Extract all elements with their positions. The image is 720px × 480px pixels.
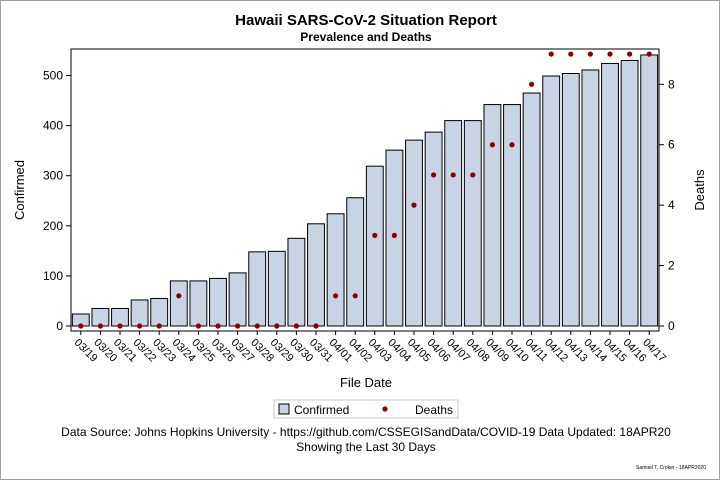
footnote-line-2: Showing the Last 30 Days	[296, 440, 435, 454]
marker-deaths	[587, 51, 594, 57]
bar-confirmed	[483, 104, 502, 327]
bar-confirmed	[561, 73, 580, 327]
bar-confirmed	[130, 299, 149, 327]
bar-confirmed	[365, 165, 384, 327]
marker-deaths	[431, 172, 437, 178]
y2-tick-label: 2	[668, 259, 675, 273]
bar-confirmed	[150, 297, 169, 327]
marker-deaths	[568, 51, 574, 57]
y2-tick-label: 8	[668, 77, 675, 91]
marker-deaths	[411, 202, 417, 208]
marker-deaths	[215, 323, 221, 329]
bar-confirmed	[463, 120, 482, 327]
marker-deaths	[313, 323, 319, 329]
marker-deaths	[274, 323, 280, 329]
bar-confirmed	[640, 54, 659, 327]
marker-deaths	[509, 142, 515, 148]
y-axis-label: Confirmed	[12, 160, 27, 220]
bar-confirmed	[601, 62, 619, 327]
bar-confirmed	[444, 120, 463, 327]
marker-deaths	[646, 51, 652, 57]
bar-confirmed	[111, 307, 129, 327]
marker-deaths	[195, 323, 201, 329]
legend-deaths-marker	[382, 406, 388, 412]
marker-deaths	[352, 293, 358, 299]
y-tick-label: 100	[43, 269, 63, 283]
marker-deaths	[97, 323, 103, 329]
bar-confirmed	[307, 223, 325, 327]
credit-text: Samuel T. Croker - 18APR2020	[636, 465, 706, 471]
marker-deaths	[156, 323, 162, 329]
y-tick-label: 300	[43, 169, 63, 183]
bar-confirmed	[522, 92, 541, 327]
bar-confirmed	[169, 280, 188, 327]
marker-deaths	[137, 323, 143, 329]
bar-confirmed	[620, 59, 639, 327]
y2-axis-label: Deaths	[692, 169, 707, 211]
marker-deaths	[529, 81, 535, 87]
marker-deaths	[176, 293, 182, 299]
x-axis-label: File Date	[340, 375, 392, 390]
plot-area	[70, 48, 660, 332]
marker-deaths	[391, 232, 397, 238]
legend-confirmed-label: Confirmed	[294, 403, 349, 417]
y2-tick-label: 6	[668, 138, 675, 152]
bar-confirmed	[542, 75, 561, 327]
bar-confirmed	[228, 272, 247, 327]
y-tick-label: 500	[43, 69, 63, 83]
bar-confirmed	[346, 197, 365, 327]
chart-title: Hawaii SARS-CoV-2 Situation Report	[235, 12, 497, 29]
bar-confirmed	[385, 149, 404, 327]
bar-confirmed	[581, 69, 600, 327]
marker-deaths	[293, 323, 299, 329]
y-tick-label: 200	[43, 219, 63, 233]
legend-deaths-label: Deaths	[415, 403, 453, 417]
marker-deaths	[254, 323, 260, 329]
marker-deaths	[627, 51, 633, 57]
y2-tick-label: 0	[668, 319, 675, 333]
bar-confirmed	[326, 213, 345, 327]
legend-confirmed-swatch	[278, 403, 290, 415]
marker-deaths	[489, 142, 495, 148]
marker-deaths	[607, 51, 613, 57]
marker-deaths	[548, 51, 554, 57]
bar-confirmed	[405, 139, 423, 327]
y-tick-label: 400	[43, 119, 63, 133]
bar-confirmed	[209, 277, 227, 327]
legend: Confirmed Deaths	[273, 399, 459, 419]
marker-deaths	[470, 172, 476, 178]
bar-confirmed	[287, 237, 306, 327]
y2-tick-label: 4	[668, 198, 675, 212]
chart-subtitle: Prevalence and Deaths	[300, 30, 432, 44]
marker-deaths	[117, 323, 123, 329]
marker-deaths	[235, 323, 241, 329]
marker-deaths	[78, 323, 84, 329]
y-tick-label: 0	[56, 319, 63, 333]
marker-deaths	[372, 232, 378, 238]
bar-confirmed	[248, 251, 267, 327]
marker-deaths	[450, 172, 456, 178]
bar-confirmed	[424, 131, 443, 327]
footnote-line-1: Data Source: Johns Hopkins University - …	[61, 425, 671, 439]
bar-confirmed	[189, 280, 208, 327]
marker-deaths	[333, 293, 339, 299]
bar-confirmed	[91, 307, 110, 327]
bar-confirmed	[503, 104, 521, 327]
bar-confirmed	[267, 250, 286, 327]
